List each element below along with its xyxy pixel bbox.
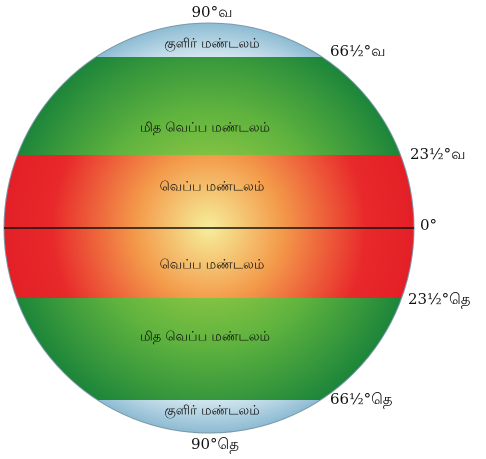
latitude-label: 66½°வ: [330, 42, 385, 60]
latitude-label: 23½°வ: [410, 145, 465, 163]
torrid-zone: [4, 155, 414, 298]
latitude-label: 66½°தெ: [330, 390, 393, 408]
zone-label: குளிர் மண்டலம்: [164, 37, 259, 52]
latitude-label: 90°வ: [192, 3, 233, 21]
zone-label: குளிர் மண்டலம்: [164, 404, 259, 419]
zone-label: வெப்ப மண்டலம்: [160, 180, 265, 195]
latitude-label: 90°தெ: [191, 435, 239, 453]
temperate-zone-north: [4, 57, 414, 155]
zone-label: மித வெப்ப மண்டலம்: [140, 121, 270, 136]
temperate-zone-south: [4, 298, 414, 400]
latitude-label: 0°: [420, 216, 437, 234]
zone-label: மித வெப்ப மண்டலம்: [140, 330, 270, 345]
zone-label: வெப்ப மண்டலம்: [160, 258, 265, 273]
globe: [4, 23, 414, 433]
latitude-label: 23½°தெ: [408, 290, 471, 308]
